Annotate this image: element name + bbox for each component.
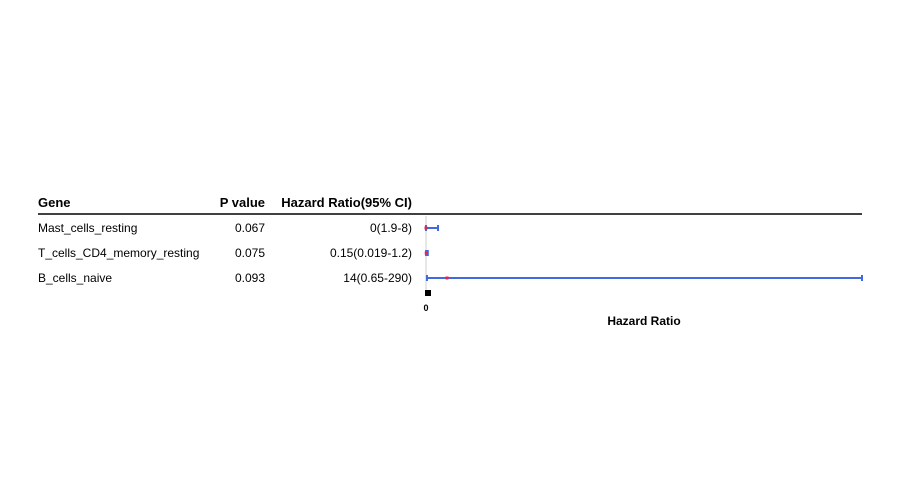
x-axis-label: Hazard Ratio [607,314,680,328]
row-pvalue-1: 0.067 [235,221,265,235]
hazard-ratio-point [445,276,449,280]
plot-area [424,216,863,290]
hazard-ratio-point [424,226,428,230]
header-hazard-ratio: Hazard Ratio(95% CI) [281,195,412,210]
x-tick-label: 0 [423,303,428,313]
row-gene-1: Mast_cells_resting [38,221,137,235]
row-hr-2: 0.15(0.019-1.2) [330,246,412,260]
header-gene: Gene [38,195,71,210]
row-gene-3: B_cells_naive [38,271,112,285]
header-pvalue: P value [220,195,265,210]
row-pvalue-3: 0.093 [235,271,265,285]
row-gene-2: T_cells_CD4_memory_resting [38,246,199,260]
axis-tick-mark [425,290,431,296]
row-hr-3: 14(0.65-290) [343,271,412,285]
row-pvalue-2: 0.075 [235,246,265,260]
row-hr-1: 0(1.9-8) [370,221,412,235]
hazard-ratio-point [424,251,428,255]
